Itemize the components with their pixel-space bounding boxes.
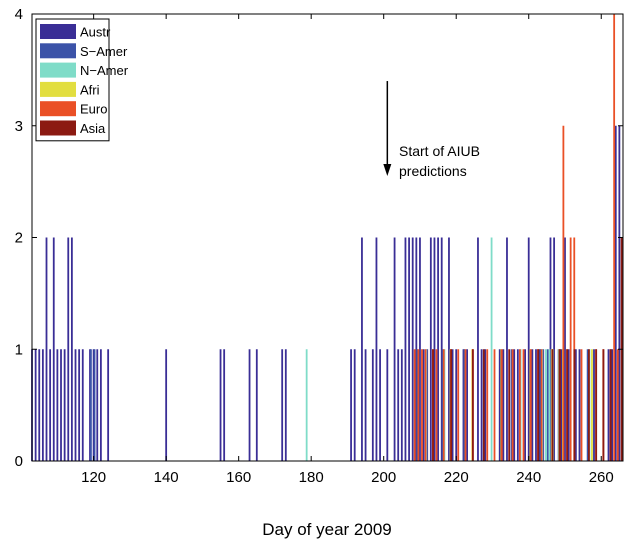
x-tick-label: 240 bbox=[516, 469, 541, 486]
y-tick-label: 4 bbox=[15, 6, 23, 23]
x-tick-label: 160 bbox=[226, 469, 251, 486]
x-tick-label: 260 bbox=[589, 469, 614, 486]
x-tick-label: 200 bbox=[371, 469, 396, 486]
legend-label: S−Amer bbox=[80, 44, 128, 59]
y-tick-label: 0 bbox=[15, 453, 23, 470]
annotation-arrow-head bbox=[383, 164, 392, 177]
annotation: Start of AIUB predictions bbox=[383, 81, 480, 179]
legend: Austr S−Amer N−Amer Afri Euro Asia bbox=[35, 18, 129, 142]
x-tick-label: 180 bbox=[299, 469, 324, 486]
y-tick-label: 1 bbox=[15, 341, 23, 358]
legend-label: Asia bbox=[80, 121, 106, 136]
annotation-line-1: Start of AIUB bbox=[399, 143, 480, 159]
legend-swatch bbox=[40, 81, 76, 97]
annotation-line-2: predictions bbox=[399, 163, 467, 179]
legend-swatch bbox=[40, 24, 76, 39]
y-tick-label: 3 bbox=[15, 118, 23, 135]
legend-label: Euro bbox=[80, 102, 107, 117]
legend-label: Austr bbox=[80, 25, 111, 40]
ticks-layer: 120 140 160 180 200 220 240 260 0 1 2 3 4 bbox=[15, 6, 623, 486]
x-tick-label: 140 bbox=[154, 469, 179, 486]
y-tick-label: 2 bbox=[15, 230, 23, 247]
x-tick-label: 220 bbox=[444, 469, 469, 486]
legend-swatch bbox=[40, 101, 76, 117]
x-axis-label: Day of year 2009 bbox=[262, 520, 391, 539]
axes-box bbox=[31, 13, 624, 462]
legend-swatch bbox=[40, 62, 76, 78]
legend-swatch bbox=[40, 43, 76, 59]
legend-label: N−Amer bbox=[80, 63, 129, 78]
legend-swatch bbox=[40, 120, 76, 136]
legend-label: Afri bbox=[80, 82, 100, 97]
bars-layer bbox=[31, 14, 623, 461]
x-tick-label: 120 bbox=[81, 469, 106, 486]
